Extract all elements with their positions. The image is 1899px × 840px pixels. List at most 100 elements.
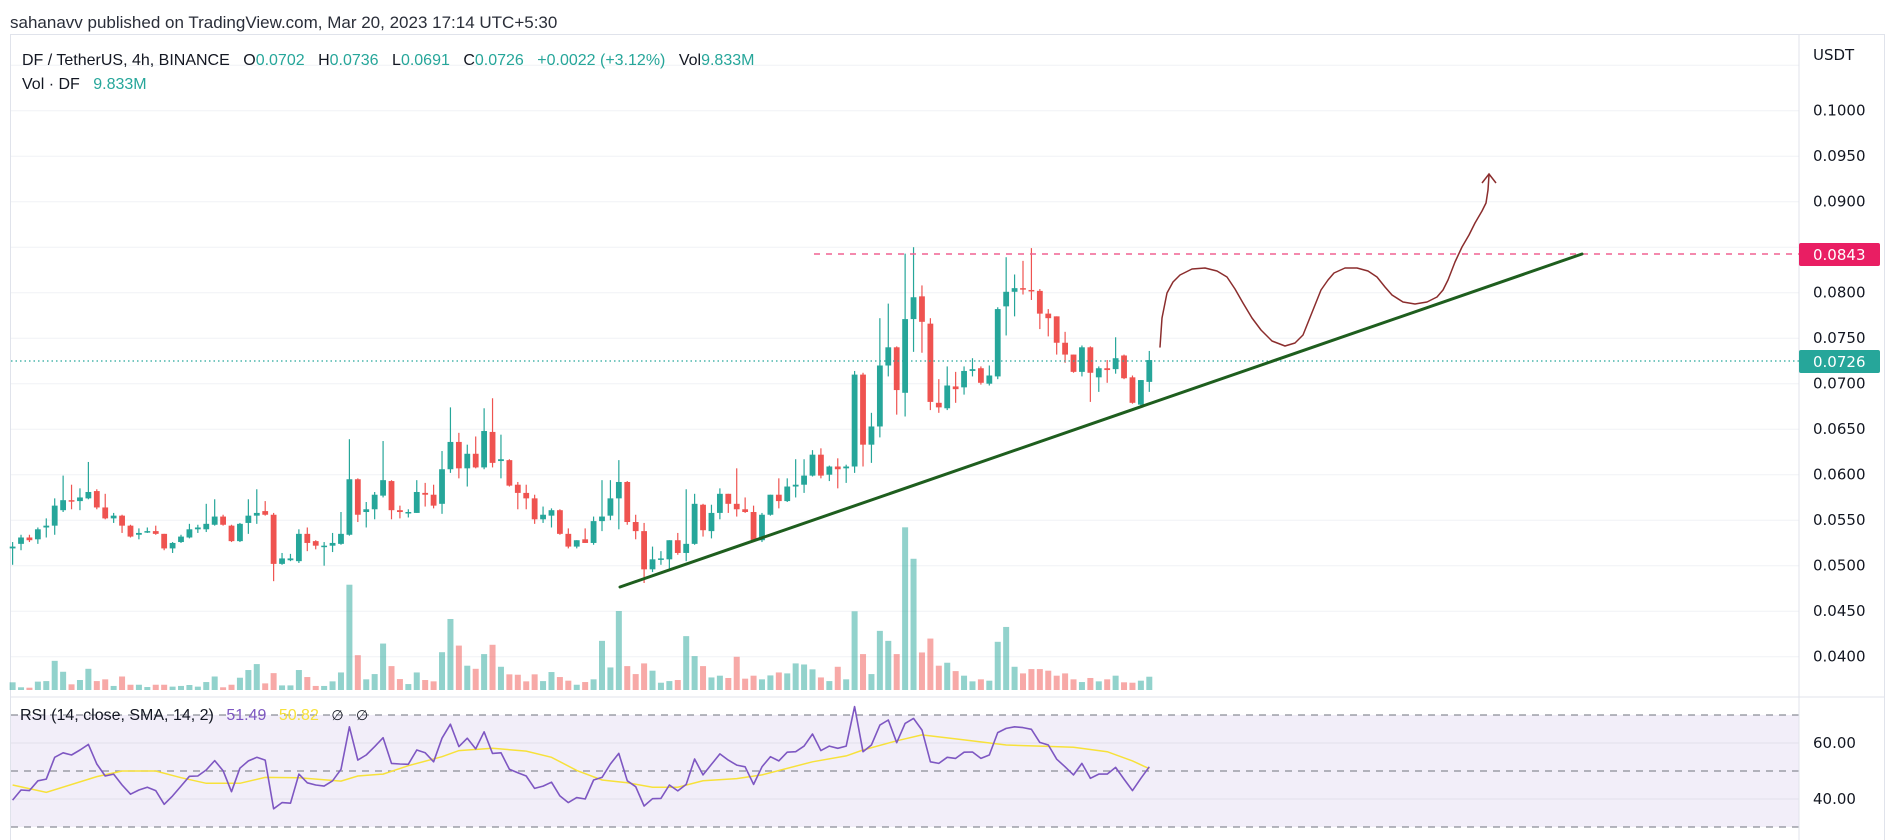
candle[interactable] (1129, 375, 1136, 404)
candle[interactable] (919, 285, 925, 353)
candle[interactable] (388, 480, 395, 520)
candle[interactable] (851, 370, 858, 473)
candle[interactable] (26, 534, 33, 543)
candle[interactable] (582, 528, 589, 543)
candle[interactable] (93, 489, 100, 510)
candle[interactable] (102, 493, 109, 520)
candle[interactable] (885, 303, 892, 377)
candle[interactable] (1011, 274, 1018, 317)
candle[interactable] (632, 514, 639, 540)
candle[interactable] (767, 494, 774, 516)
candle[interactable] (506, 459, 513, 487)
candle[interactable] (161, 533, 168, 551)
candle[interactable] (700, 503, 706, 537)
candle[interactable] (1062, 331, 1068, 363)
candle[interactable] (295, 529, 302, 563)
candle[interactable] (228, 524, 235, 543)
candle[interactable] (615, 460, 622, 530)
symbol-legend[interactable]: DF / TetherUS, 4h, BINANCE O0.0702 H0.07… (22, 52, 754, 70)
candle[interactable] (34, 527, 41, 544)
candle[interactable] (733, 468, 740, 517)
candle[interactable] (935, 379, 942, 413)
candle[interactable] (1036, 289, 1043, 330)
candle[interactable] (1053, 316, 1060, 355)
candle[interactable] (464, 444, 471, 487)
candle[interactable] (952, 371, 959, 403)
candle[interactable] (380, 441, 386, 498)
candle[interactable] (514, 481, 521, 510)
candle[interactable] (994, 307, 1001, 380)
candle[interactable] (18, 534, 24, 551)
candle[interactable] (590, 516, 597, 545)
candle[interactable] (978, 366, 984, 385)
candle[interactable] (1079, 345, 1085, 377)
candle[interactable] (531, 494, 538, 524)
candle[interactable] (1146, 350, 1153, 392)
candle[interactable] (60, 475, 67, 513)
candle[interactable] (818, 448, 824, 479)
candle[interactable] (194, 524, 201, 533)
candle[interactable] (338, 512, 344, 545)
candle[interactable] (68, 484, 75, 510)
candle[interactable] (969, 358, 976, 377)
ascending-trendline[interactable] (618, 252, 1584, 589)
candle[interactable] (784, 478, 791, 502)
candle[interactable] (329, 532, 336, 553)
candle[interactable] (270, 512, 277, 582)
candle[interactable] (725, 493, 732, 513)
candle[interactable] (1104, 360, 1111, 383)
candle[interactable] (742, 497, 749, 513)
candle[interactable] (868, 412, 875, 463)
candle[interactable] (944, 366, 951, 411)
candle[interactable] (792, 459, 799, 498)
candle[interactable] (405, 509, 412, 518)
candle[interactable] (986, 365, 993, 386)
candle[interactable] (573, 540, 580, 549)
candle[interactable] (321, 542, 328, 566)
candle[interactable] (371, 491, 378, 520)
candle[interactable] (136, 528, 142, 540)
candle[interactable] (481, 408, 488, 470)
candle[interactable] (312, 540, 319, 550)
candle[interactable] (119, 514, 125, 533)
candle[interactable] (9, 542, 16, 565)
candle[interactable] (658, 551, 664, 565)
candle[interactable] (716, 488, 723, 520)
candle[interactable] (1112, 337, 1119, 374)
candle[interactable] (565, 528, 572, 549)
candle[interactable] (843, 464, 850, 483)
candle[interactable] (876, 318, 883, 438)
candle[interactable] (413, 480, 420, 513)
candle[interactable] (548, 508, 555, 528)
candle[interactable] (43, 518, 50, 538)
candle[interactable] (110, 512, 117, 523)
candle[interactable] (834, 458, 841, 489)
candle[interactable] (826, 465, 833, 482)
candle[interactable] (447, 407, 454, 473)
candle[interactable] (624, 481, 631, 525)
candle[interactable] (927, 318, 934, 411)
candle[interactable] (641, 522, 647, 583)
candle[interactable] (152, 525, 159, 535)
candle[interactable] (649, 546, 656, 573)
candle[interactable] (801, 459, 807, 493)
candle[interactable] (708, 504, 715, 539)
rsi-legend[interactable]: RSI (14, close, SMA, 14, 2) 51.49 50.82 … (20, 707, 368, 725)
candle[interactable] (304, 527, 311, 552)
candle[interactable] (683, 489, 690, 562)
candle[interactable] (220, 514, 226, 526)
candle[interactable] (489, 398, 496, 468)
candle[interactable] (203, 503, 210, 533)
volume-legend[interactable]: Vol · DF 9.833M (22, 76, 147, 94)
candle[interactable] (1028, 248, 1035, 300)
candle[interactable] (540, 506, 546, 523)
candle[interactable] (422, 482, 429, 507)
candle[interactable] (607, 480, 614, 521)
candle[interactable] (77, 488, 83, 511)
candle[interactable] (346, 439, 353, 536)
symbol-title[interactable]: DF / TetherUS, 4h, BINANCE (22, 52, 230, 69)
candle[interactable] (860, 372, 866, 467)
candle[interactable] (691, 493, 698, 545)
candle[interactable] (674, 532, 681, 555)
